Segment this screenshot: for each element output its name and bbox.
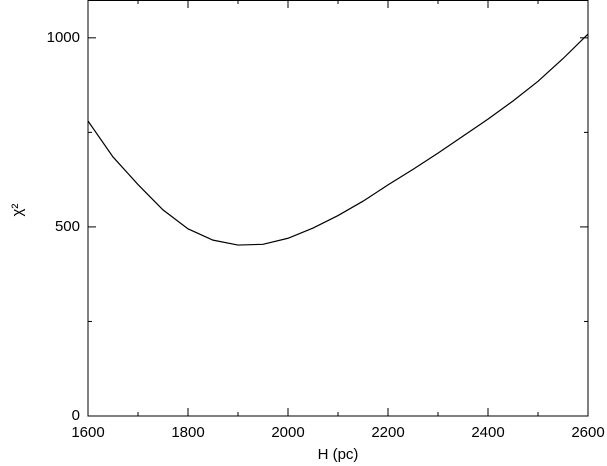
x-tick-label: 2000 [271, 424, 304, 441]
y-tick-label: 500 [55, 218, 80, 235]
x-tick-label: 2200 [371, 424, 404, 441]
plot-frame [87, 0, 589, 417]
data-line [87, 33, 589, 246]
x-tick-label: 2600 [571, 424, 604, 441]
y-axis-label: χ² [9, 204, 26, 217]
y-tick-label: 0 [72, 407, 80, 424]
x-axis-label: H (pc) [318, 446, 359, 463]
x-tick-label: 2400 [471, 424, 504, 441]
x-tick-label: 1600 [71, 424, 104, 441]
x-tick-label: 1800 [171, 424, 204, 441]
y-tick-label: 1000 [47, 29, 80, 46]
